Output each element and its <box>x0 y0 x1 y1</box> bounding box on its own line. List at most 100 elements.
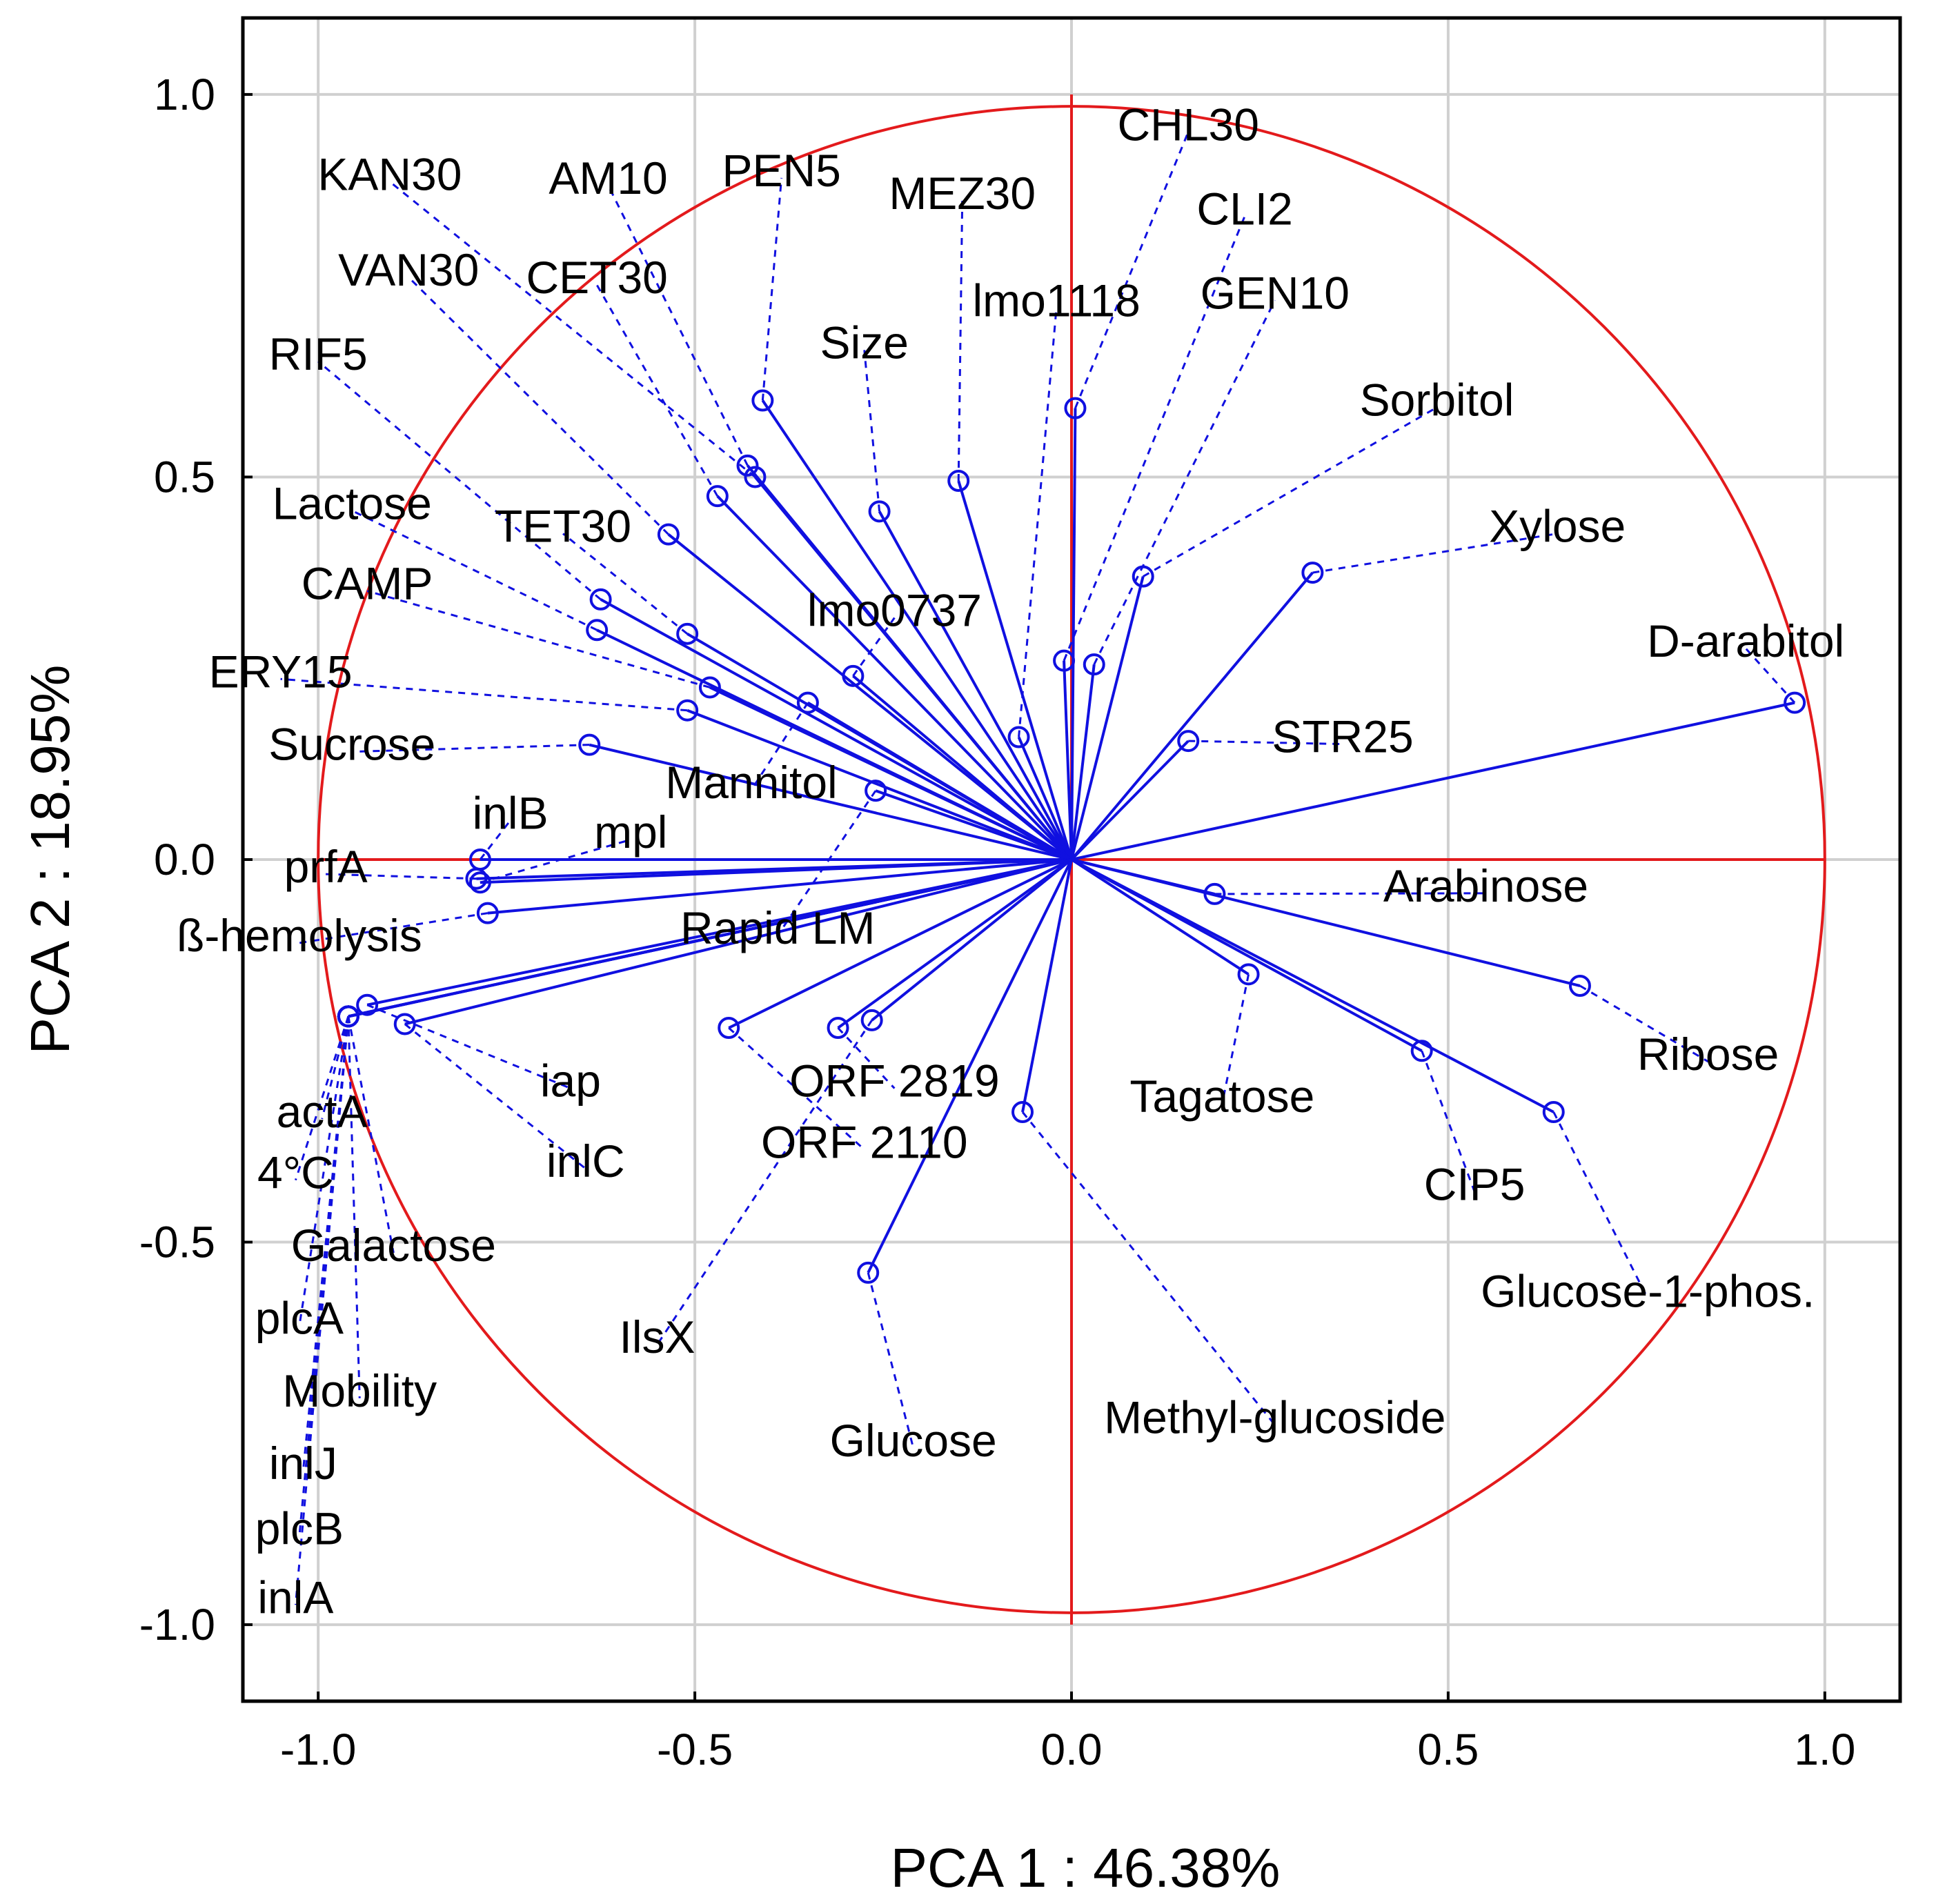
loading-point <box>698 676 721 699</box>
loading-point <box>1568 975 1591 997</box>
variable-label: inlJ <box>269 1438 337 1489</box>
vector-line <box>753 476 1073 861</box>
vector-line <box>875 789 1072 861</box>
leader-line <box>352 744 590 753</box>
leader-line <box>294 1015 350 1181</box>
leader-line <box>479 820 511 860</box>
loading-point <box>706 485 729 508</box>
variable-label: Rapid LM <box>680 902 875 953</box>
y-axis-title: PCA 2 : 18.95% <box>19 665 81 1055</box>
variable-label: iap <box>540 1055 601 1107</box>
vector-line <box>404 858 1072 1026</box>
y-tick-label: 1.0 <box>154 70 215 119</box>
loading-point <box>337 1005 359 1028</box>
loading-point <box>751 389 774 412</box>
loading-point <box>736 454 759 477</box>
variable-label: AM10 <box>549 152 667 204</box>
variable-label: prfA <box>284 841 368 892</box>
variable-label: Mannitol <box>665 757 837 808</box>
leader-line <box>294 1016 350 1605</box>
axis-ticks: -1.0 -0.5 0.0 0.5 1.0 -1.0 -0.5 0.0 0.5 1.0 <box>139 70 1856 1774</box>
vector-line <box>728 858 1072 1029</box>
loading-point <box>744 466 767 488</box>
y-tick-label: 0.0 <box>154 835 215 884</box>
loading-point <box>1064 397 1087 419</box>
loading-point <box>1007 726 1030 748</box>
loading-point <box>393 1013 416 1035</box>
leader-line <box>388 181 756 478</box>
variable-label: STR25 <box>1272 711 1413 762</box>
loading-point <box>578 733 601 756</box>
leader-line <box>1021 1111 1276 1426</box>
leader-line <box>347 1016 395 1253</box>
variable-label: RIF5 <box>269 328 368 379</box>
variable-label: Glucose-1-phos. <box>1481 1266 1815 1317</box>
loading-point <box>1784 691 1806 714</box>
variable-label: Galactose <box>291 1220 496 1271</box>
variable-label: CLI2 <box>1196 183 1292 234</box>
x-tick-label: -1.0 <box>280 1725 356 1774</box>
leader-line <box>761 177 783 401</box>
leader-line <box>1142 406 1438 577</box>
variable-label: Sorbitol <box>1360 375 1514 426</box>
variable-label: Methyl-glucoside <box>1104 1392 1445 1443</box>
leader-line <box>595 284 719 497</box>
loading-point <box>676 622 699 645</box>
loading-point <box>868 500 891 523</box>
vector-line <box>807 701 1073 861</box>
x-tick-label: 0.5 <box>1417 1725 1479 1774</box>
variable-label: CAMP <box>302 558 433 609</box>
vector-line <box>600 598 1072 861</box>
loading-point <box>1177 730 1200 753</box>
loading-point <box>1053 649 1076 672</box>
leader-line <box>1093 299 1276 665</box>
leader-line <box>1018 308 1058 737</box>
leader-line <box>351 509 598 631</box>
loading-point <box>1542 1101 1565 1123</box>
leader-line <box>867 1272 915 1449</box>
vector-line <box>687 708 1072 861</box>
x-tick-label: 0.0 <box>1041 1725 1103 1774</box>
variable-label: VAN30 <box>338 244 479 295</box>
variable-label: actA <box>277 1086 368 1137</box>
variable-label: ORF 2110 <box>761 1116 968 1167</box>
loading-point <box>589 588 612 611</box>
leader-line <box>302 1016 350 1471</box>
vector-line <box>1021 859 1073 1113</box>
variable-label: inlB <box>473 787 549 838</box>
variable-label: Xylose <box>1489 501 1626 552</box>
vector-line <box>878 510 1073 860</box>
loading-vectors <box>348 399 1795 1273</box>
loading-point <box>468 871 491 894</box>
leader-line <box>298 1016 350 1536</box>
vector-line <box>867 859 1073 1273</box>
leader-line <box>776 790 877 936</box>
vector-line <box>1070 740 1189 861</box>
vector-line <box>667 533 1073 861</box>
variable-label: CIP5 <box>1424 1158 1526 1209</box>
vector-line <box>1063 660 1073 860</box>
x-axis-title: PCA 1 : 46.38% <box>891 1837 1281 1898</box>
x-tick-label: 1.0 <box>1794 1725 1855 1774</box>
loading-point <box>860 1009 883 1031</box>
variable-label: CHL30 <box>1118 99 1259 150</box>
variable-label: Ribose <box>1637 1029 1779 1080</box>
loading-point <box>796 691 819 714</box>
loading-point <box>586 619 609 642</box>
vector-line <box>589 743 1072 861</box>
vector-line <box>487 858 1072 915</box>
variable-label: Mobility <box>282 1365 437 1416</box>
leader-line <box>408 276 669 535</box>
leader-line <box>750 702 809 791</box>
variable-label: inlC <box>546 1136 625 1187</box>
variable-label: ORF 2819 <box>789 1055 999 1107</box>
loading-points <box>337 389 1806 1284</box>
vector-line <box>476 858 1072 880</box>
variable-label: Lactose <box>273 477 432 528</box>
variable-label: KAN30 <box>317 148 462 199</box>
leader-line <box>562 533 689 635</box>
variable-label: IlsX <box>619 1311 695 1362</box>
loading-point <box>676 699 699 722</box>
loading-point <box>465 867 488 890</box>
